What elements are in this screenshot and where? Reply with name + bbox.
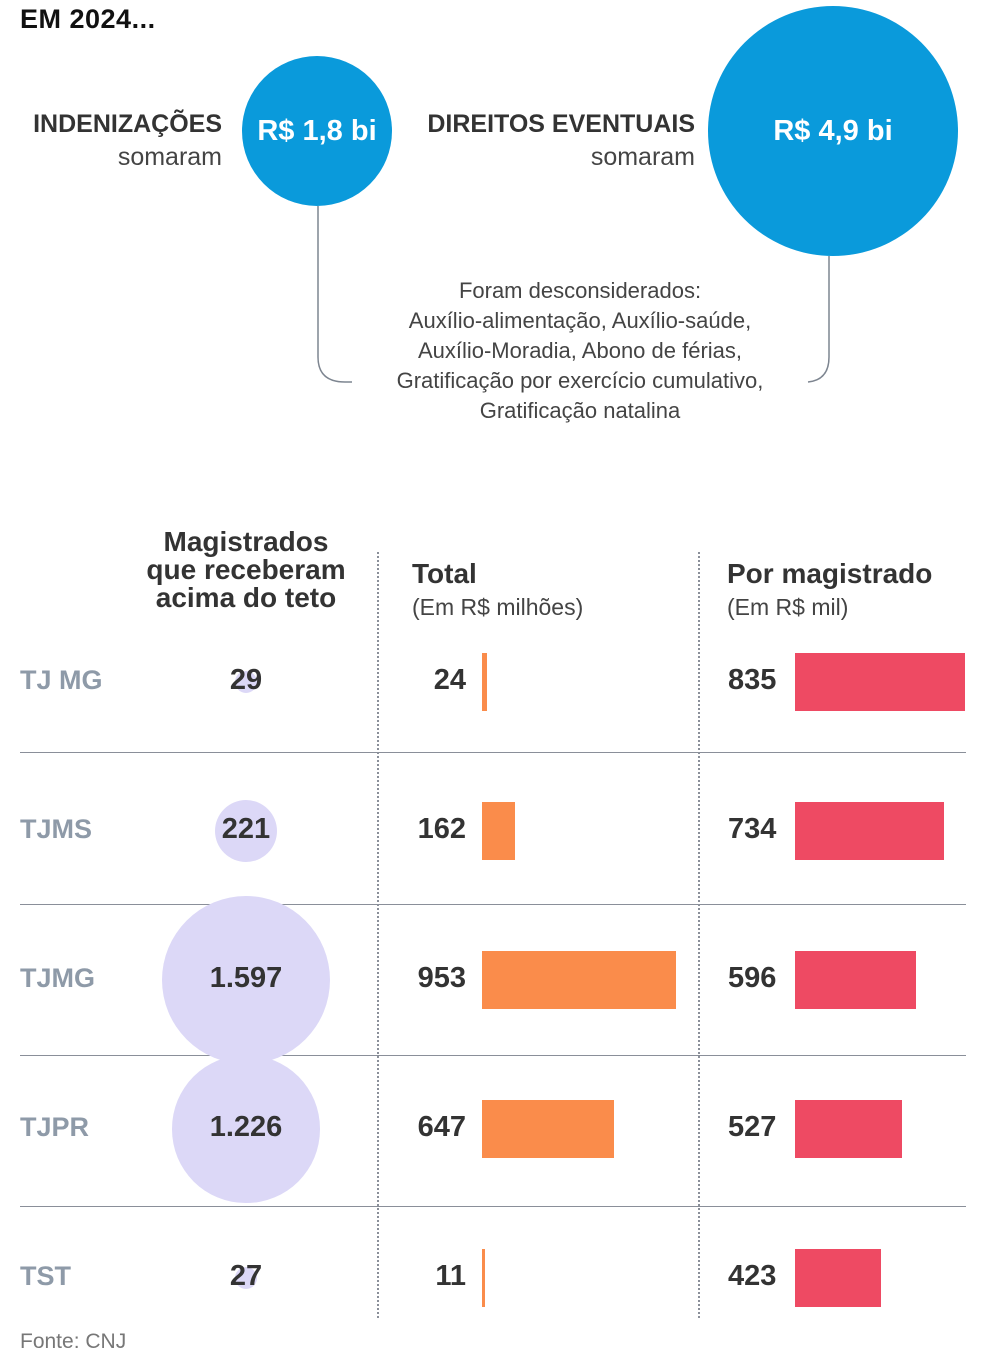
total-bar [482, 1100, 614, 1158]
per-unit: (Em R$ mil) [727, 594, 849, 620]
magistrados-circle [214, 799, 278, 863]
indenizacoes-value: R$ 1,8 bi [257, 114, 377, 147]
page-title: EM 2024... [20, 4, 156, 34]
source-note: Fonte: CNJ [20, 1330, 127, 1353]
direitos-bubble: R$ 4,9 bi [708, 6, 958, 256]
magistrados-header-line: acima do teto [155, 582, 337, 613]
note-line: Auxílio-Moradia, Abono de férias, [417, 338, 743, 363]
row-label: TJPR [20, 1112, 90, 1142]
total-bar [482, 951, 676, 1009]
total-bar [482, 802, 515, 860]
note-line: Gratificação natalina [479, 398, 681, 423]
per-magistrado-bar [795, 951, 917, 1009]
indenizacoes-label: INDENIZAÇÕES [33, 110, 222, 138]
row-label: TST [20, 1261, 71, 1291]
total-unit: (Em R$ milhões) [412, 594, 584, 620]
magistrados-circle [162, 896, 330, 1064]
note-line: Auxílio-alimentação, Auxílio-saúde, [408, 308, 752, 333]
total-header: Total [412, 558, 477, 589]
note-line: Gratificação por exercício cumulativo, [396, 368, 764, 393]
row-label: TJMS [20, 814, 93, 844]
per-magistrado-value: 423 [728, 1260, 777, 1292]
column-divider [377, 552, 379, 1318]
magistrados-header: Magistrados que receberam acima do teto [120, 528, 372, 612]
magistrados-circle [234, 670, 258, 694]
note-line: Foram desconsiderados: [458, 278, 702, 303]
direitos-value: R$ 4,9 bi [773, 114, 893, 147]
total-value: 162 [417, 813, 466, 845]
per-magistrado-bar [795, 802, 945, 860]
row-separator [20, 1206, 966, 1207]
total-value: 11 [435, 1260, 466, 1292]
total-value: 647 [417, 1111, 466, 1143]
magistrados-header-line: que receberam [146, 554, 346, 585]
magistrados-header-line: Magistrados [163, 526, 329, 557]
total-value: 24 [433, 664, 466, 696]
row-label: TJ MG [20, 665, 103, 695]
excluded-note: Foram desconsiderados: Auxílio-alimentaç… [330, 276, 830, 426]
magistrados-value: 221 [221, 813, 271, 845]
magistrados-circle [235, 1267, 257, 1289]
row-label: TJMG [20, 963, 96, 993]
row-separator [20, 1055, 966, 1056]
magistrados-value: 1.597 [209, 962, 283, 994]
per-header: Por magistrado [727, 558, 933, 589]
total-bar [482, 653, 487, 711]
column-divider [698, 552, 700, 1318]
magistrados-value: 1.226 [209, 1111, 283, 1143]
indenizacoes-sublabel: somaram [117, 143, 222, 171]
row-separator [20, 904, 966, 905]
per-magistrado-bar [795, 1100, 903, 1158]
row-separator [20, 752, 966, 753]
direitos-label: DIREITOS EVENTUAIS [427, 110, 695, 138]
magistrados-value: 29 [229, 664, 263, 696]
per-magistrado-bar [795, 1249, 882, 1307]
indenizacoes-bubble: R$ 1,8 bi [242, 56, 392, 206]
per-magistrado-value: 596 [728, 962, 777, 994]
magistrados-value: 27 [229, 1260, 263, 1292]
per-magistrado-value: 835 [728, 664, 777, 696]
direitos-sublabel: somaram [590, 143, 695, 171]
magistrados-circle [172, 1055, 320, 1203]
per-magistrado-bar [795, 653, 965, 711]
total-value: 953 [417, 962, 466, 994]
per-magistrado-value: 734 [728, 813, 777, 845]
per-magistrado-value: 527 [728, 1111, 777, 1143]
total-bar [482, 1249, 485, 1307]
